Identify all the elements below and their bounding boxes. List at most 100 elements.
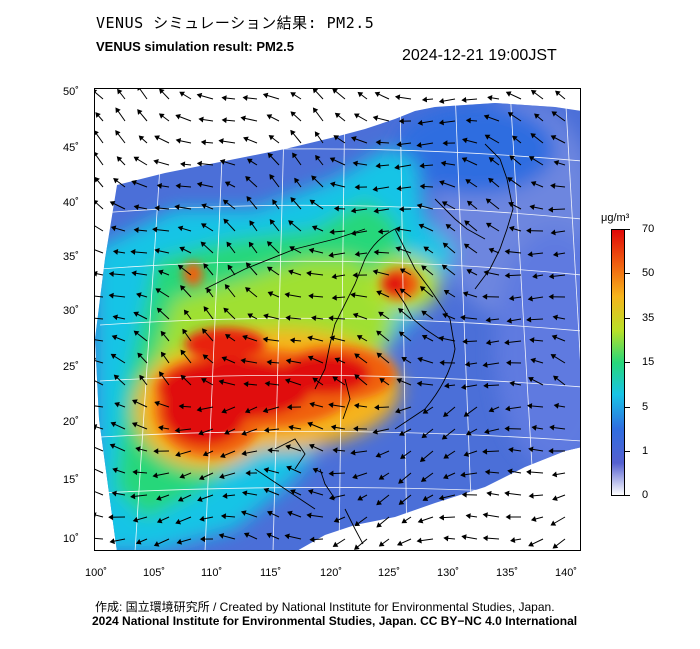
wind-arrowhead — [399, 430, 405, 436]
wind-arrowhead — [422, 408, 429, 414]
colorbar-tick — [625, 495, 630, 496]
wind-arrowhead — [137, 89, 141, 91]
wind-arrowhead — [332, 376, 339, 382]
wind-vector — [95, 425, 104, 430]
wind-arrowhead — [333, 205, 339, 212]
wind-arrowhead — [95, 200, 99, 205]
wind-arrowhead — [548, 273, 555, 280]
wind-arrowhead — [242, 490, 248, 497]
wind-arrowhead — [398, 118, 404, 125]
wind-arrowhead — [376, 499, 382, 506]
wind-arrowhead — [199, 515, 205, 522]
wind-arrowhead — [372, 269, 379, 275]
wind-arrowhead — [113, 374, 120, 381]
wind-arrowhead — [482, 361, 488, 368]
wind-arrowhead — [262, 407, 269, 414]
wind-arrowhead — [110, 225, 117, 232]
wind-arrowhead — [133, 227, 139, 234]
wind-arrowhead — [374, 404, 380, 411]
wind-arrowhead — [442, 140, 448, 147]
wind-arrowhead — [309, 199, 316, 206]
concentration-field — [95, 103, 580, 550]
wind-arrowhead — [488, 247, 495, 254]
wind-arrowhead — [154, 247, 160, 254]
wind-arrowhead — [246, 158, 253, 164]
wind-arrowhead — [534, 113, 540, 119]
lat-tick-label: 10˚ — [63, 533, 79, 545]
wind-arrowhead — [153, 541, 160, 547]
wind-arrowhead — [504, 272, 510, 279]
wind-arrowhead — [460, 314, 466, 321]
wind-arrowhead — [376, 352, 383, 359]
wind-arrowhead — [201, 328, 208, 335]
wind-arrowhead — [466, 200, 473, 207]
wind-arrowhead — [552, 251, 559, 258]
wind-vector — [95, 295, 104, 298]
lat-tick-label: 40˚ — [63, 197, 79, 209]
wind-arrowhead — [138, 135, 145, 141]
wind-arrowhead — [353, 425, 359, 432]
wind-arrowhead — [222, 492, 228, 499]
wind-arrowhead — [218, 379, 224, 385]
wind-arrowhead — [328, 315, 334, 322]
wind-arrowhead — [548, 448, 554, 454]
wind-arrowhead — [111, 490, 117, 497]
wind-arrowhead — [247, 313, 254, 319]
wind-arrowhead — [357, 91, 364, 98]
wind-arrowhead — [112, 467, 118, 474]
wind-arrowhead — [156, 183, 163, 189]
wind-arrowhead — [416, 380, 423, 387]
pm25-map[interactable] — [94, 88, 581, 551]
wind-arrowhead — [328, 252, 334, 258]
wind-arrowhead — [206, 287, 212, 294]
wind-arrowhead — [160, 351, 167, 358]
wind-arrowhead — [180, 285, 186, 291]
wind-arrowhead — [290, 111, 297, 117]
wind-arrowhead — [109, 201, 116, 207]
wind-arrowhead — [309, 443, 315, 450]
wind-arrowhead — [485, 316, 491, 323]
wind-arrowhead — [112, 314, 118, 321]
wind-arrowhead — [401, 518, 408, 524]
wind-arrowhead — [505, 405, 511, 412]
wind-arrowhead — [529, 204, 535, 211]
wind-arrowhead — [378, 311, 384, 317]
wind-arrowhead — [553, 375, 559, 382]
wind-arrowhead — [526, 469, 532, 476]
wind-arrowhead — [484, 134, 491, 140]
wind-arrowhead — [548, 293, 554, 300]
wind-arrowhead — [221, 95, 227, 102]
wind-arrowhead — [395, 246, 402, 252]
wind-arrowhead — [418, 223, 425, 230]
wind-arrowhead — [530, 89, 537, 96]
wind-arrowhead — [376, 290, 382, 296]
wind-vector — [95, 468, 104, 474]
wind-arrowhead — [266, 266, 273, 272]
wind-arrowhead — [334, 357, 341, 363]
wind-arrowhead — [288, 220, 294, 226]
wind-arrowhead — [154, 135, 160, 141]
wind-arrowhead — [219, 473, 225, 480]
lat-tick-label: 50˚ — [63, 86, 79, 98]
lon-tick-label: 130˚ — [437, 567, 460, 579]
colorbar-tick — [625, 318, 630, 319]
wind-arrowhead — [353, 402, 360, 409]
wind-arrowhead — [421, 432, 428, 439]
colorbar-label: 35 — [642, 312, 655, 324]
wind-arrowhead — [196, 406, 202, 413]
wind-arrowhead — [285, 444, 291, 450]
wind-arrowhead — [372, 186, 378, 192]
lat-tick-label: 25˚ — [63, 361, 79, 373]
wind-arrowhead — [312, 377, 319, 383]
wind-arrowhead — [285, 358, 292, 365]
wind-arrowhead — [419, 162, 425, 169]
wind-arrowhead — [379, 378, 386, 384]
wind-arrowhead — [155, 288, 162, 294]
wind-vector — [95, 360, 104, 364]
wind-arrowhead — [374, 91, 381, 98]
wind-arrowhead — [551, 334, 558, 341]
wind-arrowhead — [377, 228, 383, 235]
wind-arrowhead — [221, 356, 228, 362]
wind-arrowhead — [443, 453, 450, 459]
wind-arrowhead — [442, 242, 449, 249]
